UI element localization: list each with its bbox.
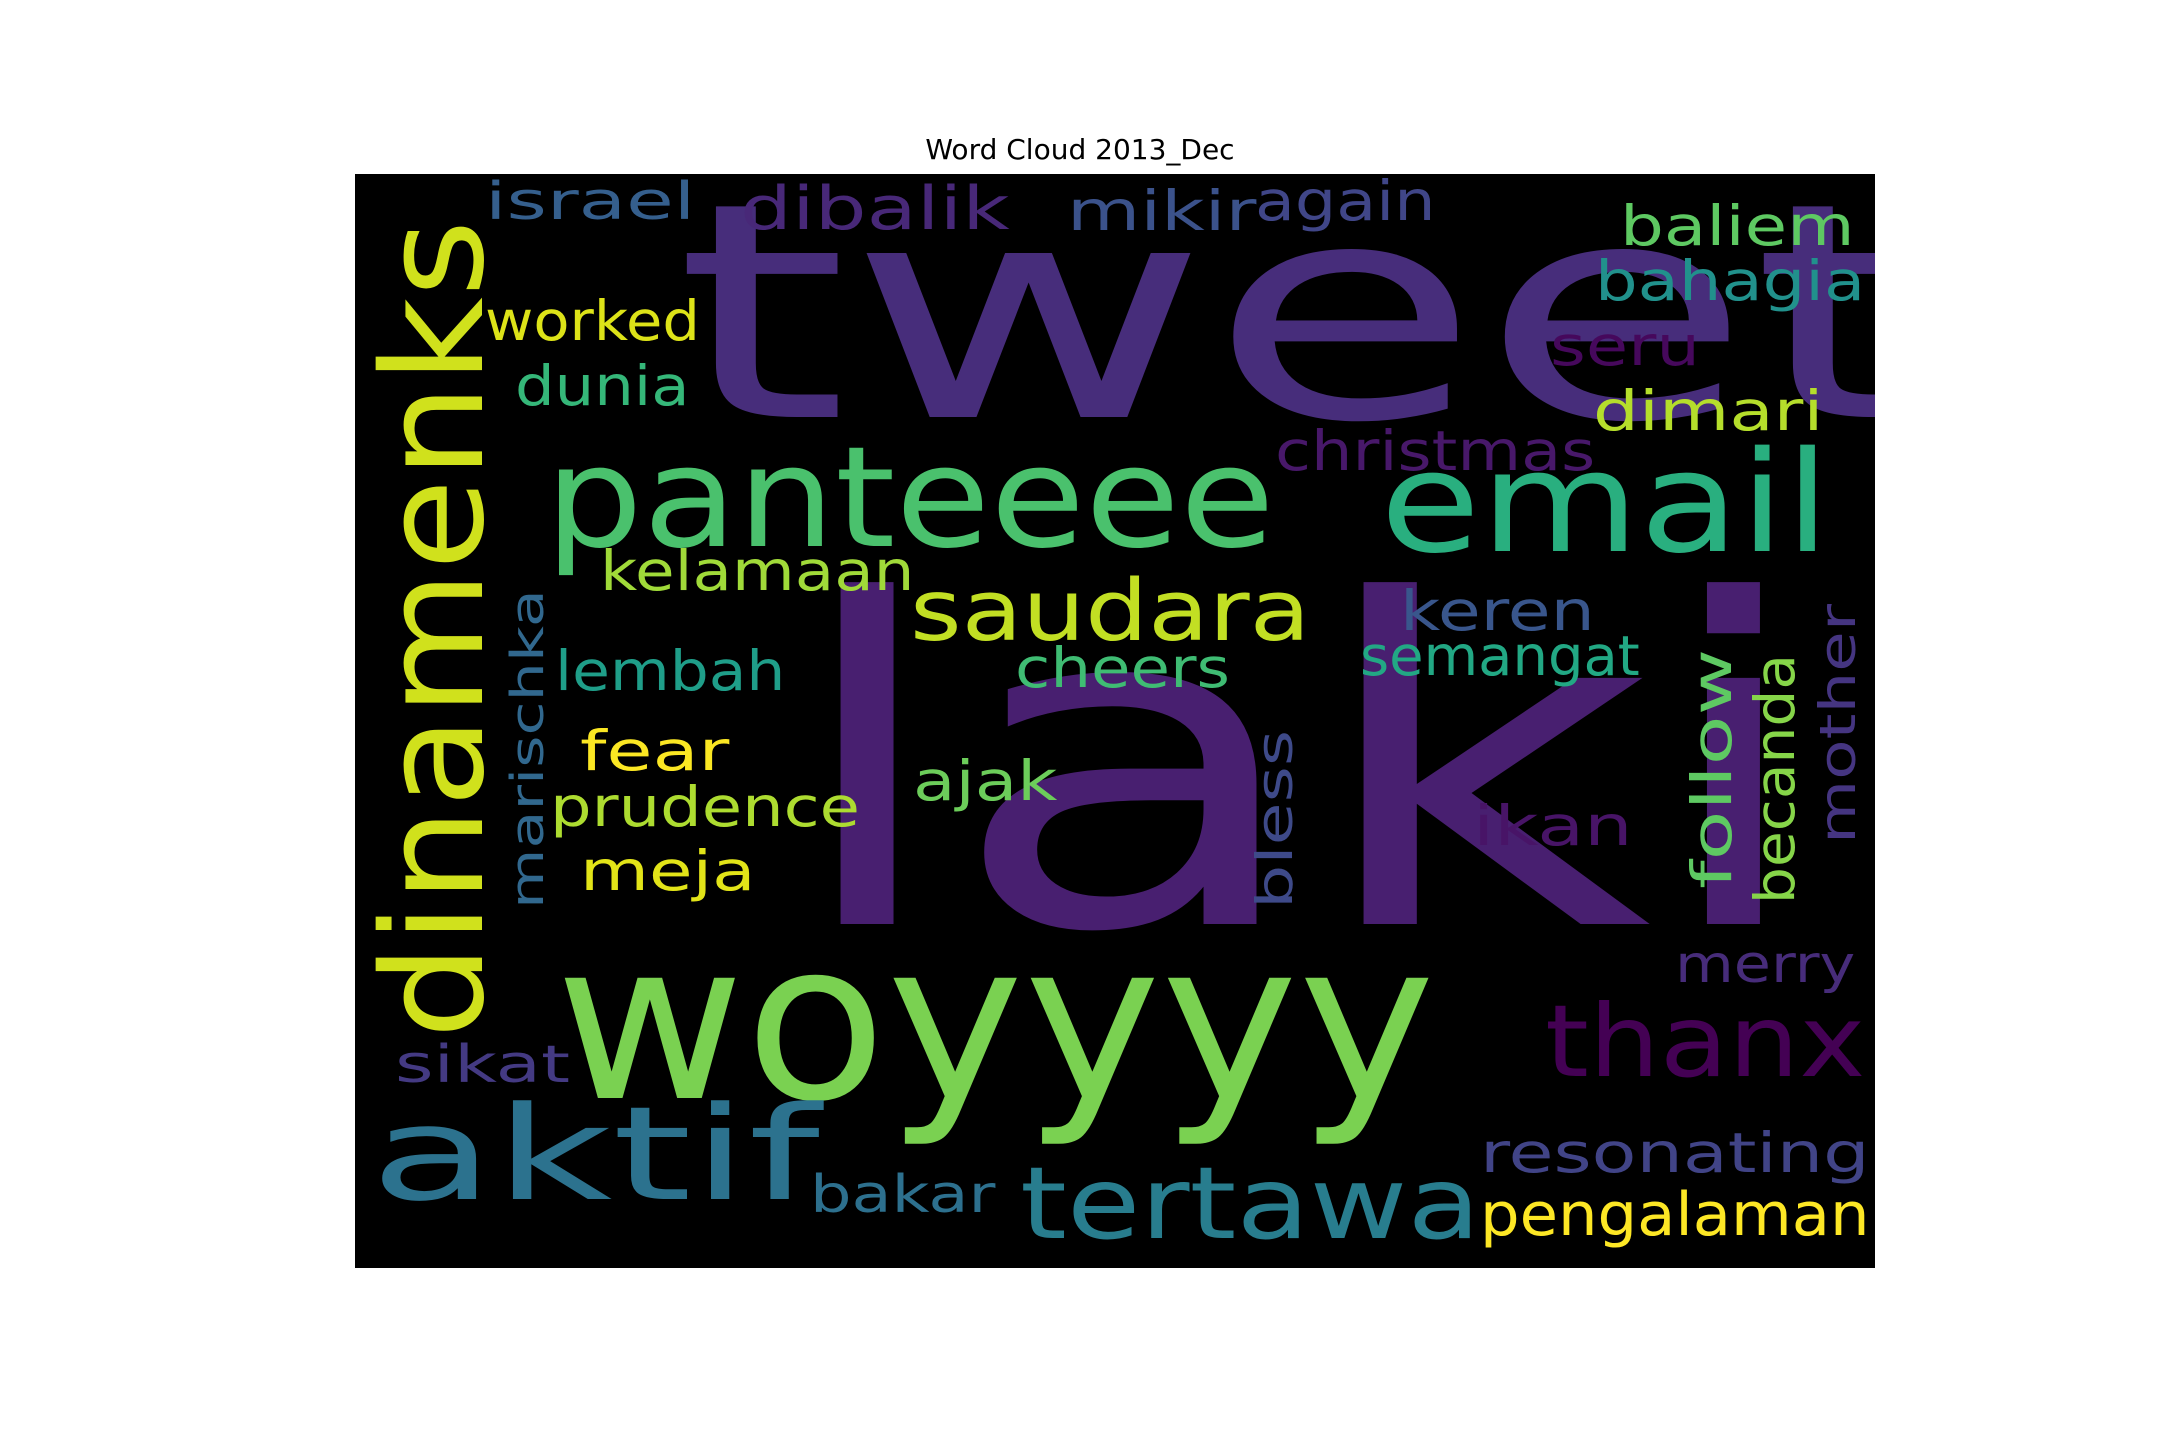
word-fear: fear	[580, 719, 730, 783]
word-semangat: semangat	[1360, 624, 1640, 688]
word-laki: laki	[785, 507, 1816, 1031]
word-becanda: becanda	[1743, 653, 1807, 904]
word-cloud-panel: laki tweet woyyyy dinamenks panteeee email akt…	[355, 174, 1875, 1268]
word-merry: merry	[1675, 935, 1856, 995]
word-israel: israel	[485, 174, 696, 232]
word-lembah: lembah	[555, 639, 786, 703]
word-mikir: mikir	[1067, 179, 1257, 243]
word-baliem: baliem	[1620, 194, 1855, 258]
word-dibalik: dibalik	[740, 174, 1010, 244]
word-follow: follow	[1680, 648, 1744, 889]
word-bakar: bakar	[810, 1165, 996, 1225]
word-resonating: resonating	[1480, 1121, 1870, 1185]
word-tertawa: tertawa	[1020, 1145, 1481, 1262]
word-woyyyy: woyyyy	[555, 894, 1436, 1150]
word-sikat: sikat	[395, 1035, 571, 1095]
word-dunia: dunia	[515, 354, 690, 418]
word-dinamenks: dinamenks	[355, 219, 516, 1040]
word-panteeee: panteeee	[545, 417, 1275, 580]
word-seru: seru	[1550, 314, 1700, 378]
word-ikan: ikan	[1473, 794, 1633, 858]
word-pengalaman: pengalaman	[1480, 1180, 1870, 1250]
word-marischka: marischka	[501, 589, 554, 909]
word-saudara: saudara	[910, 562, 1311, 661]
word-email: email	[1380, 422, 1831, 585]
word-worked: worked	[485, 289, 700, 353]
word-keren: keren	[1400, 579, 1595, 643]
word-bahagia: bahagia	[1595, 249, 1866, 313]
word-thanx: thanx	[1545, 983, 1866, 1100]
word-again: again	[1255, 174, 1436, 233]
word-kelamaan: kelamaan	[600, 539, 915, 603]
word-prudence: prudence	[550, 775, 861, 839]
word-christmas: christmas	[1275, 419, 1596, 483]
word-cheers: cheers	[1015, 636, 1230, 700]
word-meja: meja	[580, 839, 756, 903]
word-dimari: dimari	[1593, 379, 1824, 443]
word-aktif: aktif	[370, 1078, 820, 1230]
word-mother: mother	[1809, 604, 1867, 844]
word-bless: bless	[1246, 729, 1304, 909]
figure-title: Word Cloud 2013_Dec	[925, 133, 1235, 166]
word-ajak: ajak	[913, 749, 1058, 813]
word-tweet: tweet	[675, 174, 1875, 488]
